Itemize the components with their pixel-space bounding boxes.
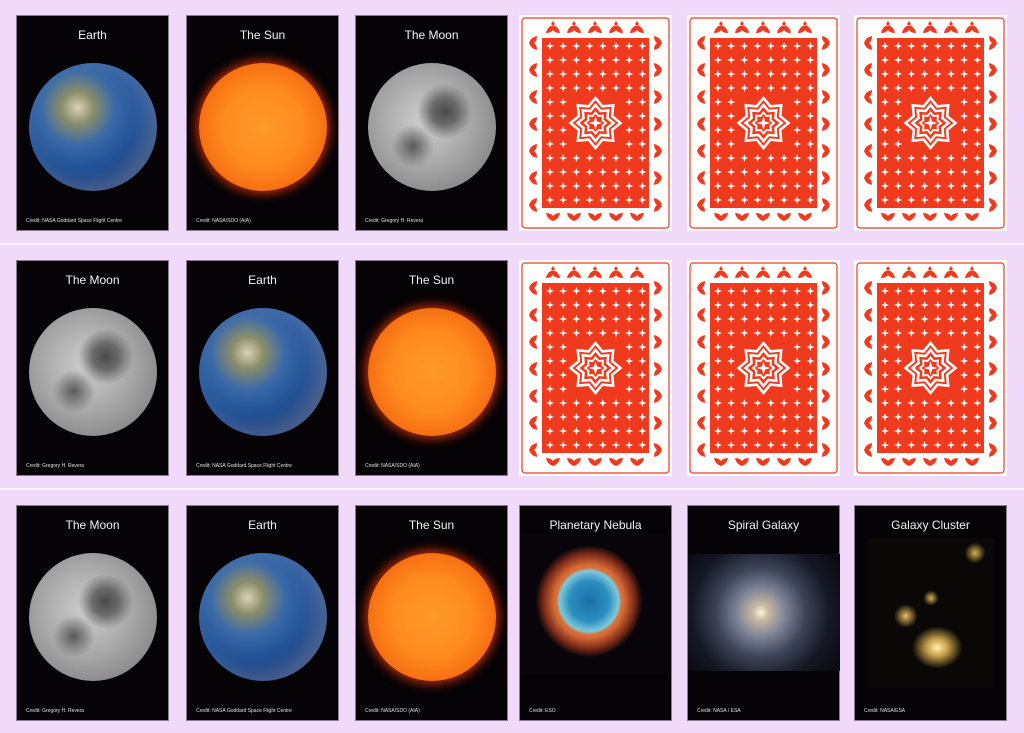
card-sun[interactable]: The Sun Credit: NASA/SDO (AIA) (355, 505, 508, 721)
card-title: The Moon (404, 28, 459, 42)
card-back-pattern (856, 17, 1005, 229)
card-back-pattern (521, 17, 670, 229)
spiral-image (688, 554, 840, 671)
card-back-pattern (689, 17, 838, 229)
earth-image (29, 63, 157, 191)
card-face-down[interactable] (687, 260, 840, 476)
card-back-pattern (521, 262, 670, 474)
nebula-image (522, 534, 671, 674)
card-spiral[interactable]: Spiral Galaxy Credit: NASA / ESA (687, 505, 840, 721)
sun-image (199, 63, 327, 191)
card-credit: Credit: NASA/ESA (864, 708, 906, 714)
card-credit: Credit: Gregory H. Revera (26, 463, 85, 469)
card-credit: Credit: NASA/SDO (AIA) (365, 463, 420, 469)
card-title: The Sun (239, 28, 286, 42)
card-credit: Credit: NASA Goddard Space Flight Centre (196, 708, 292, 714)
card-credit: Credit: NASA / ESA (697, 708, 741, 714)
card-title: The Moon (65, 273, 120, 287)
card-credit: Credit: NASA Goddard Space Flight Centre (196, 463, 292, 469)
card-title: Spiral Galaxy (727, 518, 800, 532)
card-nebula[interactable]: Planetary Nebula Credit: ESO (519, 505, 672, 721)
card-title: Earth (248, 273, 277, 287)
card-title: The Sun (408, 518, 455, 532)
card-cluster[interactable]: Galaxy Cluster Credit: NASA/ESA (854, 505, 1007, 721)
card-title: The Moon (65, 518, 120, 532)
card-back-pattern (689, 262, 838, 474)
card-title: Earth (78, 28, 107, 42)
card-credit: Credit: NASA/SDO (AIA) (196, 218, 251, 224)
card-moon[interactable]: The Moon Credit: Gregory H. Revera (355, 15, 508, 231)
card-moon[interactable]: The Moon Credit: Gregory H. Revera (16, 505, 169, 721)
moon-image (368, 63, 496, 191)
card-earth[interactable]: Earth Credit: NASA Goddard Space Flight … (16, 15, 169, 231)
card-title: The Sun (408, 273, 455, 287)
card-face-down[interactable] (687, 15, 840, 231)
card-face-down[interactable] (519, 260, 672, 476)
row-divider (0, 488, 1024, 490)
card-sun[interactable]: The Sun Credit: NASA/SDO (AIA) (186, 15, 339, 231)
card-moon[interactable]: The Moon Credit: Gregory H. Revera (16, 260, 169, 476)
card-face-down[interactable] (854, 260, 1007, 476)
card-title: Earth (248, 518, 277, 532)
sun-image (368, 553, 496, 681)
moon-image (29, 553, 157, 681)
row-divider (0, 243, 1024, 245)
card-credit: Credit: Gregory H. Revera (365, 218, 424, 224)
card-sun[interactable]: The Sun Credit: NASA/SDO (AIA) (355, 260, 508, 476)
card-credit: Credit: NASA Goddard Space Flight Centre (26, 218, 122, 224)
card-earth[interactable]: Earth Credit: NASA Goddard Space Flight … (186, 260, 339, 476)
card-earth[interactable]: Earth Credit: NASA Goddard Space Flight … (186, 505, 339, 721)
moon-image (29, 308, 157, 436)
card-face-down[interactable] (854, 15, 1007, 231)
earth-image (199, 553, 327, 681)
card-face-down[interactable] (519, 15, 672, 231)
earth-image (199, 308, 327, 436)
card-credit: Credit: NASA/SDO (AIA) (365, 708, 420, 714)
card-credit: Credit: Gregory H. Revera (26, 708, 85, 714)
card-back-pattern (856, 262, 1005, 474)
cluster-image (868, 538, 994, 688)
sun-image (368, 308, 496, 436)
card-credit: Credit: ESO (529, 708, 556, 714)
card-title: Galaxy Cluster (891, 518, 970, 532)
card-title: Planetary Nebula (549, 518, 642, 532)
